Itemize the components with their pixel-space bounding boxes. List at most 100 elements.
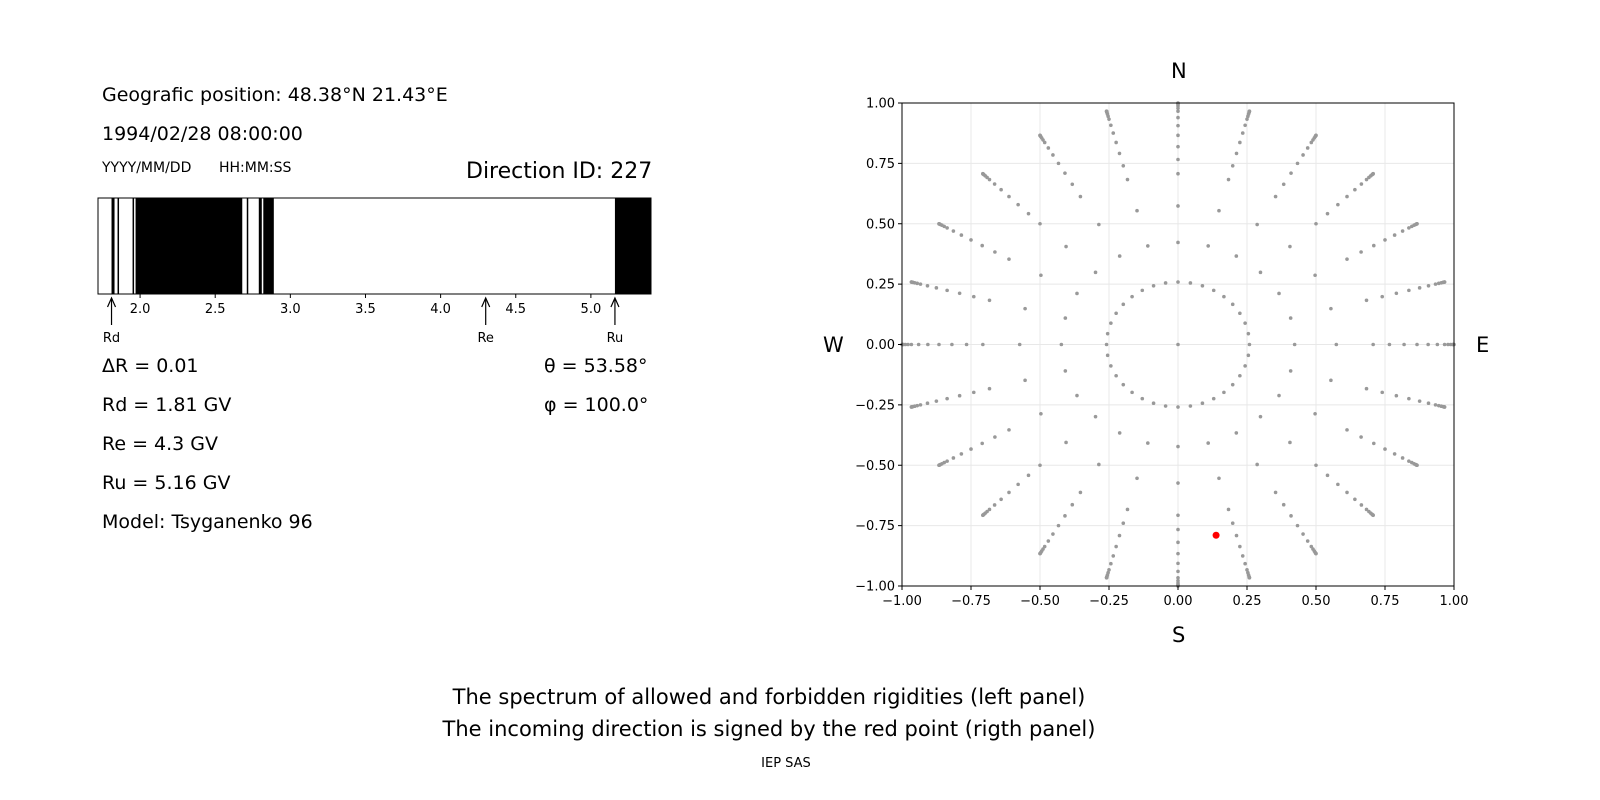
grid-point [1246, 353, 1251, 358]
grid-point [1371, 171, 1375, 176]
grid-point [1329, 378, 1333, 383]
spectrum-tick-label: 5.0 [581, 302, 602, 317]
grid-point [1314, 551, 1318, 556]
x-tick-label: −1.00 [882, 594, 922, 609]
grid-point [1273, 490, 1278, 495]
grid-point [1130, 390, 1134, 395]
grid-point [1288, 440, 1292, 445]
grid-point [1121, 164, 1126, 168]
grid-point [1105, 331, 1110, 336]
y-tick-label: 0.00 [866, 338, 895, 353]
grid-point [1258, 270, 1263, 275]
time-format-label: HH:MM:SS [219, 160, 292, 176]
grid-point [1289, 514, 1293, 518]
x-tick-label: −0.50 [1020, 594, 1060, 609]
grid-point [1407, 226, 1411, 230]
grid-point [1400, 229, 1405, 233]
grid-point [1273, 194, 1278, 199]
grid-point [1245, 568, 1249, 572]
forbidden-band [111, 198, 115, 294]
grid-point [1392, 452, 1397, 456]
grid-point [1243, 561, 1247, 566]
grid-point [1392, 233, 1397, 237]
geographic-position: Geografic position: 48.38°N 21.43°E [102, 84, 448, 106]
grid-point [945, 288, 949, 293]
grid-point [1109, 123, 1113, 128]
grid-point [999, 497, 1003, 502]
grid-point [1426, 283, 1431, 288]
grid-point [1222, 294, 1226, 299]
grid-point [1176, 204, 1180, 208]
marker-label-rd: Rd [103, 331, 120, 346]
grid-point [1114, 311, 1118, 316]
grid-point [1117, 151, 1122, 156]
grid-point [1017, 342, 1022, 347]
grid-point [1105, 353, 1110, 358]
grid-point [1038, 551, 1042, 556]
model-name: Model: Tsyganenko 96 [102, 511, 313, 533]
caption-line-1: The spectrum of allowed and forbidden ri… [452, 685, 1086, 709]
grid-point [1295, 523, 1300, 528]
grid-point [969, 447, 973, 451]
grid-point [1151, 401, 1156, 406]
grid-point [993, 250, 997, 254]
grid-point [1117, 533, 1122, 538]
grid-point [1163, 281, 1168, 285]
grid-point [1345, 194, 1349, 199]
grid-point [1313, 273, 1317, 278]
grid-point [1240, 131, 1245, 135]
grid-point [1188, 281, 1193, 285]
grid-point [1176, 527, 1180, 532]
grid-point [1125, 177, 1130, 182]
grid-point [1442, 342, 1447, 347]
grid-point [1407, 459, 1411, 463]
grid-point [1334, 342, 1339, 347]
grid-point [1309, 544, 1314, 549]
forbidden-band [132, 198, 135, 294]
forbidden-band [246, 198, 249, 294]
grid-point [1353, 497, 1357, 502]
grid-point [1176, 123, 1180, 128]
grid-point [1176, 240, 1180, 245]
grid-point [1046, 539, 1051, 543]
grid-point [1146, 244, 1150, 248]
grid-point [1243, 364, 1247, 368]
grid-point [1051, 532, 1055, 536]
grid-point [1176, 540, 1180, 545]
grid-point [1038, 221, 1042, 226]
y-tick-label: −0.75 [855, 519, 895, 534]
grid-point [1176, 561, 1180, 566]
grid-point [1097, 222, 1101, 227]
grid-point [1056, 523, 1061, 528]
grid-point [1336, 482, 1340, 487]
marker-label-re: Re [477, 331, 493, 346]
grid-point [1364, 298, 1369, 303]
y-tick-label: −1.00 [855, 580, 895, 595]
grid-point [1121, 521, 1126, 525]
grid-point [1063, 171, 1067, 175]
grid-point [1046, 146, 1051, 150]
grid-point [1093, 414, 1098, 419]
grid-point [1289, 171, 1293, 175]
grid-point [1281, 502, 1286, 507]
grid-point [1359, 503, 1364, 507]
grid-point [1097, 462, 1101, 467]
grid-point [1230, 302, 1235, 307]
grid-point [1325, 211, 1330, 216]
compass-west: W [823, 333, 844, 357]
grid-point [1288, 369, 1293, 373]
grid-point [1234, 431, 1239, 435]
grid-point [1039, 273, 1043, 278]
grid-point [1109, 561, 1113, 566]
x-tick-label: 0.75 [1371, 594, 1400, 609]
compass-north: N [1171, 59, 1187, 83]
grid-point [1163, 404, 1168, 408]
grid-point [980, 243, 985, 248]
grid-point [1176, 513, 1180, 518]
forbidden-band [258, 198, 262, 294]
grid-point [1107, 117, 1111, 121]
grid-point [925, 401, 930, 406]
grid-point [1176, 280, 1180, 284]
grid-point [937, 463, 941, 468]
grid-point [1117, 431, 1122, 435]
